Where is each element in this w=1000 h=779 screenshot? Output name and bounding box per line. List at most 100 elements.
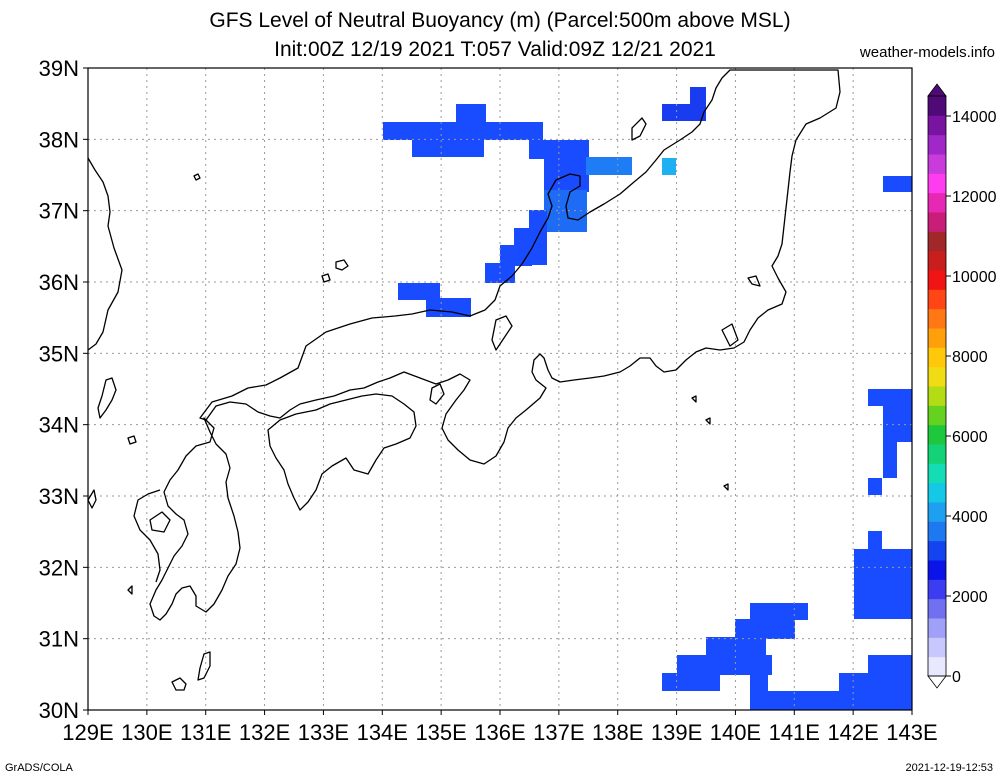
field-cell [883, 176, 912, 192]
y-tick-label: 30N [39, 698, 79, 723]
colorbar-label: 2000 [952, 589, 988, 606]
field-cell [662, 673, 720, 691]
colorbar: 14000 12000 10000 8000 6000 4000 2000 0 [927, 83, 997, 689]
coastline-kyushu [149, 417, 241, 621]
x-tick-label: 142E [827, 720, 878, 745]
field-cell [735, 619, 795, 639]
colorbar-swatch [928, 366, 946, 387]
colorbar-swatch [928, 192, 946, 213]
field-cell [662, 158, 676, 175]
y-tick-label: 36N [39, 270, 79, 295]
field-cell [514, 228, 532, 266]
site-credit: weather-models.info [859, 44, 995, 61]
field-cell [854, 549, 912, 619]
colorbar-label: 12000 [952, 189, 997, 206]
y-tick-label: 38N [39, 127, 79, 152]
field-cell [412, 139, 484, 157]
y-tick-label: 39N [39, 56, 79, 81]
field-cell [868, 655, 912, 675]
lnb-fill-layer [383, 87, 912, 710]
colorbar-swatch [928, 270, 946, 290]
coastline-tanegashima [197, 651, 211, 681]
coastline-koshiki [127, 585, 133, 595]
axes: 129E 130E 131E 132E 133E 134E 135E 136E 137E 138E… [39, 56, 938, 745]
colorbar-swatch [928, 96, 946, 116]
field-cell [456, 104, 486, 124]
x-tick-label: 139E [651, 720, 702, 745]
colorbar-swatch [928, 347, 946, 368]
y-tick-label: 32N [39, 555, 79, 580]
field-cell [839, 673, 912, 693]
coastline-iki [127, 435, 137, 445]
coastline-ulleung [193, 173, 201, 181]
field-cell [529, 210, 547, 265]
colorbar-label: 4000 [952, 509, 988, 526]
colorbar-max-triangle [927, 83, 947, 97]
render-timestamp: 2021-12-19-12:53 [905, 762, 993, 774]
colorbar-label: 8000 [952, 349, 988, 366]
coastline-tsushima [97, 377, 117, 419]
field-cell [529, 140, 589, 159]
coastline-sado [631, 117, 647, 141]
coastline-goto [87, 489, 97, 509]
chart-title: GFS Level of Neutral Buoyancy (m) (Parce… [209, 9, 791, 32]
field-cell [868, 478, 882, 495]
coastline-honshu [199, 69, 841, 465]
coastline-layer [87, 69, 841, 691]
field-cell [765, 691, 912, 710]
coastline-biwa [491, 315, 513, 351]
colorbar-swatch [928, 502, 946, 522]
coastline-yakushima [171, 677, 187, 691]
colorbar-swatch [928, 618, 946, 638]
y-tick-label: 37N [39, 199, 79, 224]
field-cell [544, 157, 589, 192]
coastline-amakusa [149, 511, 171, 533]
colorbar-swatch [928, 405, 946, 426]
x-tick-label: 136E [474, 720, 525, 745]
field-cell [426, 298, 471, 317]
colorbar-swatch [928, 424, 946, 445]
colorbar-swatch [928, 231, 946, 252]
field-cell [883, 404, 912, 442]
field-cell [586, 157, 632, 175]
colorbar-swatch [928, 308, 946, 329]
chart-subtitle: Init:00Z 12/19 2021 T:057 Valid:09Z 12/2… [274, 38, 716, 61]
x-tick-label: 135E [415, 720, 466, 745]
field-cell [750, 673, 768, 710]
colorbar-swatch [928, 637, 946, 658]
colorbar-label: 0 [952, 669, 961, 686]
colorbar-swatch [928, 154, 946, 174]
coastline-oki [321, 259, 349, 283]
field-cell [662, 104, 706, 121]
colorbar-swatch [928, 250, 946, 271]
colorbar-label: 14000 [952, 109, 997, 126]
colorbar-swatch [928, 656, 946, 677]
colorbar-label: 10000 [952, 269, 997, 286]
x-tick-label: 130E [121, 720, 172, 745]
colorbar-swatch [928, 386, 946, 406]
colorbar-swatch [928, 173, 946, 194]
coastline-boso [721, 323, 739, 347]
colorbar-swatch [928, 444, 946, 464]
coastline-kyushu-west [133, 489, 161, 583]
colorbar-label: 6000 [952, 429, 988, 446]
coastline-awaji [429, 383, 445, 405]
field-cell [677, 655, 772, 675]
colorbar-swatch [928, 560, 946, 580]
x-tick-label: 129E [62, 720, 113, 745]
x-tick-label: 138E [592, 720, 643, 745]
field-cell [690, 87, 706, 105]
y-tick-label: 31N [39, 627, 79, 652]
x-tick-label: 140E [710, 720, 761, 745]
colorbar-swatch [928, 134, 946, 155]
graticule [88, 68, 912, 710]
colorbar-swatch [928, 115, 946, 136]
coastline-korea [87, 157, 123, 351]
colorbar-swatch [928, 482, 946, 503]
colorbar-swatch [928, 521, 946, 542]
field-cell [706, 637, 766, 657]
x-tick-label: 141E [769, 720, 820, 745]
colorbar-frame [927, 95, 947, 677]
x-tick-label: 137E [533, 720, 584, 745]
colorbar-swatch [928, 579, 946, 600]
